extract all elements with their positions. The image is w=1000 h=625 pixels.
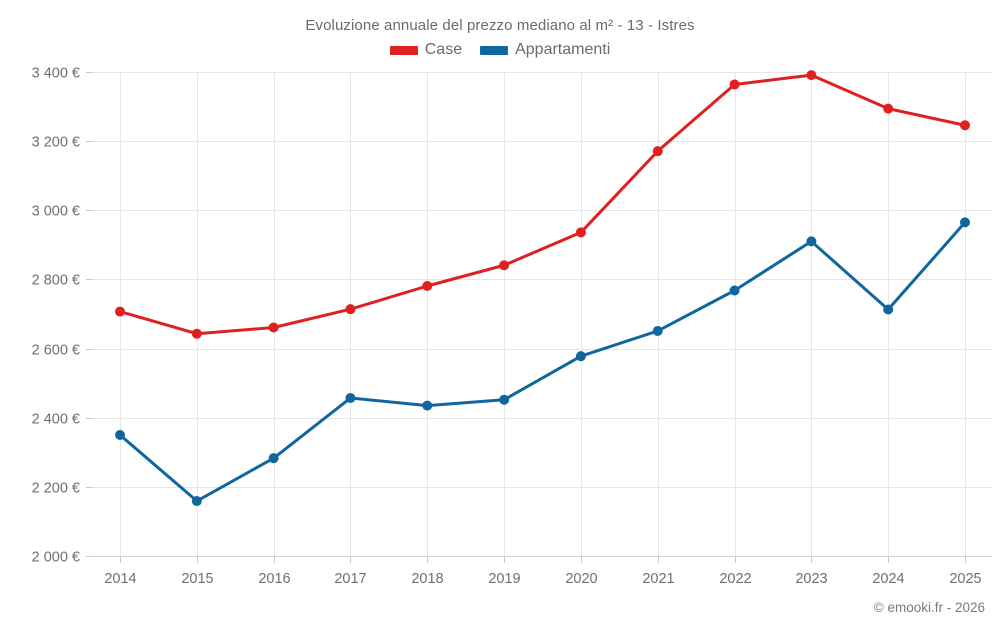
x-tick-label: 2017 [334, 571, 366, 587]
series-layer [115, 70, 970, 507]
y-tick-label: 3 000 € [32, 204, 80, 220]
x-tick-label: 2023 [795, 571, 827, 587]
data-point[interactable] [575, 351, 586, 362]
x-axis-labels: 2014 2015 2016 2017 2018 2019 2020 2021 2022 2023… [104, 571, 981, 587]
data-point[interactable] [729, 285, 740, 296]
data-point[interactable] [191, 328, 202, 339]
data-point[interactable] [422, 281, 433, 291]
x-tick-label: 2024 [872, 571, 904, 587]
legend-swatch-case [389, 45, 418, 55]
x-tick-label: 2020 [565, 571, 597, 587]
data-point[interactable] [115, 306, 125, 317]
y-axis-labels: 2 000 € 2 200 € 2 400 € 2 600 € 2 800 € 3 000… [32, 66, 80, 566]
legend-item-appartamenti[interactable]: Appartamenti [480, 41, 610, 59]
x-tick-label: 2014 [104, 571, 136, 587]
legend-item-case[interactable]: Case [389, 41, 463, 59]
data-point[interactable] [883, 103, 894, 114]
x-tick-label: 2016 [258, 571, 290, 587]
series-line-appartamenti [118, 220, 967, 503]
y-tick-label: 2 600 € [32, 343, 80, 359]
data-point[interactable] [806, 70, 817, 81]
chart-title: Evoluzione annuale del prezzo mediano al… [305, 17, 695, 34]
x-tick-label: 2018 [411, 571, 443, 587]
legend-label-case: Case [424, 41, 463, 58]
y-tick-label: 2 400 € [32, 412, 80, 428]
data-point[interactable] [652, 325, 663, 336]
grid-layer [92, 72, 992, 557]
x-tick-label: 2022 [719, 571, 751, 587]
data-point[interactable] [268, 322, 279, 333]
data-point[interactable] [268, 453, 279, 464]
data-point[interactable] [806, 236, 817, 247]
y-tick-label: 3 400 € [32, 66, 80, 82]
chart-legend: Case Appartamenti [0, 41, 1000, 59]
legend-swatch-appartamenti [480, 45, 509, 55]
data-point[interactable] [652, 146, 663, 157]
y-tick-label: 2 000 € [32, 550, 80, 566]
data-point[interactable] [422, 400, 433, 411]
data-point[interactable] [499, 394, 510, 405]
data-point[interactable] [345, 304, 356, 315]
x-tick-label: 2025 [949, 571, 981, 587]
series-line-case [118, 73, 967, 336]
data-point[interactable] [883, 304, 894, 315]
data-point[interactable] [115, 430, 125, 440]
x-tick-label: 2019 [488, 571, 520, 587]
x-tick-label: 2021 [642, 571, 674, 587]
data-point[interactable] [575, 227, 586, 238]
data-point[interactable] [499, 260, 510, 271]
y-tick-label: 3 200 € [32, 135, 80, 151]
data-point[interactable] [345, 393, 356, 404]
data-point[interactable] [729, 79, 740, 90]
data-point[interactable] [191, 496, 202, 507]
footer-credit: © emooki.fr - 2026 [873, 600, 985, 615]
data-point[interactable] [960, 120, 970, 131]
y-tick-label: 2 800 € [32, 273, 80, 289]
legend-label-appartamenti: Appartamenti [515, 41, 611, 58]
x-tick-label: 2015 [181, 571, 213, 587]
y-tick-label: 2 200 € [32, 481, 80, 497]
axis-layer [86, 72, 992, 563]
data-point[interactable] [960, 217, 970, 228]
